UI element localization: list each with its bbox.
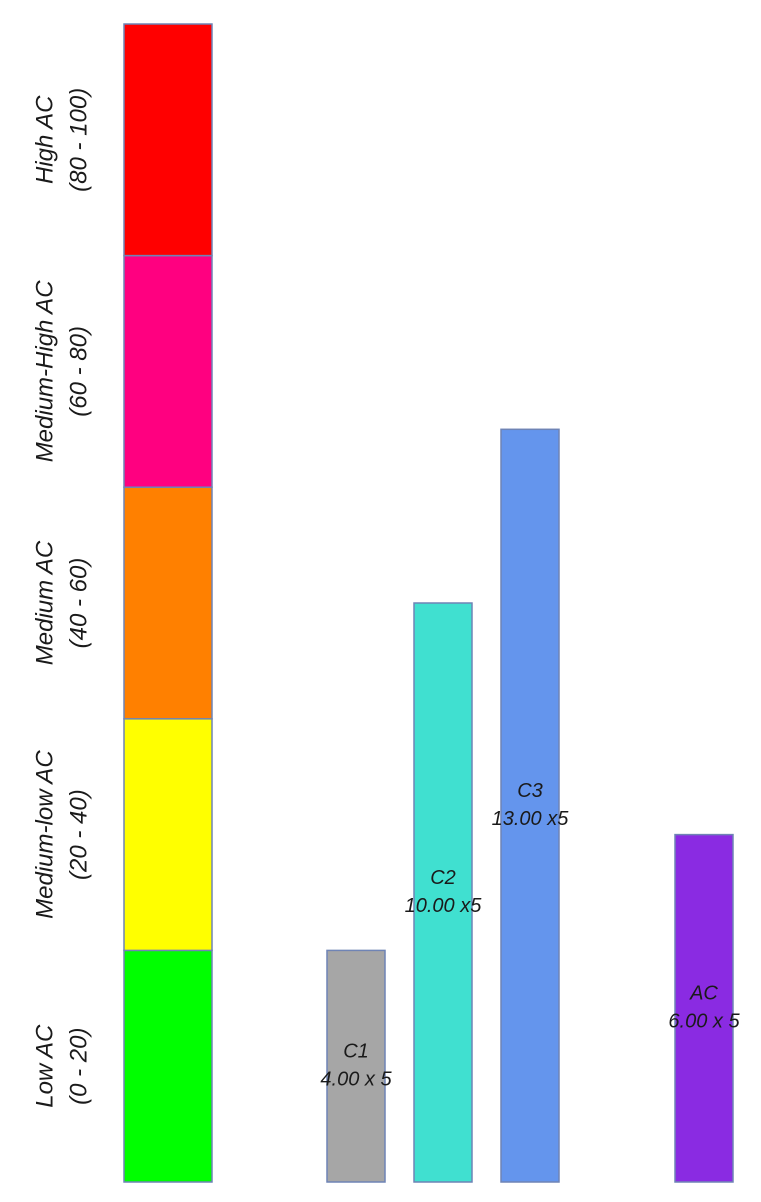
band-name: Medium-low AC [31, 750, 58, 919]
bar-value-label: 13.00 x5 [492, 808, 570, 830]
band-name: Medium-High AC [31, 280, 58, 462]
band-name: High AC [31, 95, 58, 184]
band-range: (0 - 20) [65, 1028, 92, 1105]
bar-value-label: 10.00 x5 [405, 895, 483, 917]
band-range: (40 - 60) [65, 558, 92, 649]
bar-category: C2 [430, 867, 456, 889]
bar [413, 602, 473, 1183]
bar [500, 428, 560, 1183]
band-name: Medium AC [31, 540, 58, 665]
band-range: (20 - 40) [65, 789, 92, 880]
scale-band [123, 486, 213, 720]
band-range: (80 - 100) [65, 88, 92, 192]
bar-value-label: 6.00 x 5 [668, 1011, 740, 1033]
bar-category: C3 [517, 780, 543, 802]
scale-band [123, 254, 213, 488]
band-name: Low AC [31, 1024, 58, 1108]
scale-band [123, 23, 213, 257]
bar [674, 833, 734, 1183]
band-range: (60 - 80) [65, 326, 92, 417]
bar [326, 949, 386, 1183]
scale-band [123, 949, 213, 1183]
bar-category: C1 [343, 1040, 369, 1062]
bar-value-label: 4.00 x 5 [320, 1068, 392, 1090]
scale-band [123, 718, 213, 952]
bar-category: AC [689, 983, 718, 1005]
